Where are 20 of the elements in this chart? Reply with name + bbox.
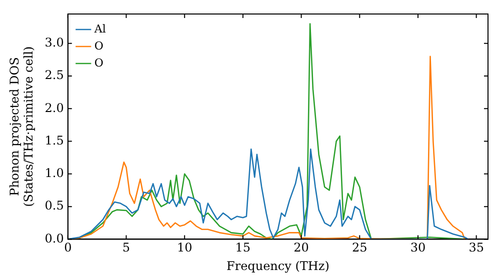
x-tick-label: 0 <box>64 240 72 255</box>
y-tick-label: 0.0 <box>44 231 64 246</box>
y-tick-label: 2.0 <box>44 100 64 115</box>
x-tick-label: 25 <box>352 240 368 255</box>
x-tick-label: 15 <box>235 240 251 255</box>
y-tick-label: 2.5 <box>44 68 64 82</box>
y-tick-label: 0.5 <box>44 198 64 213</box>
y-axis-title: Phonon projected DOS (States/THz·primitive cell) <box>7 46 36 207</box>
legend-label: Al <box>93 22 106 36</box>
x-tick-label: 20 <box>294 240 309 255</box>
y-tick-label: 3.0 <box>44 36 64 50</box>
y-tick-label: 1.0 <box>44 166 64 180</box>
x-axis-title: Frequency (THz) <box>226 258 330 273</box>
legend-label: O <box>94 39 104 52</box>
x-tick-label: 10 <box>176 240 192 255</box>
x-tick-label: 30 <box>410 240 426 255</box>
x-tick-label: 5 <box>122 240 130 255</box>
x-tick-label: 35 <box>468 240 484 255</box>
legend-label: O <box>94 56 104 70</box>
y-tick-label: 1.5 <box>44 133 64 148</box>
